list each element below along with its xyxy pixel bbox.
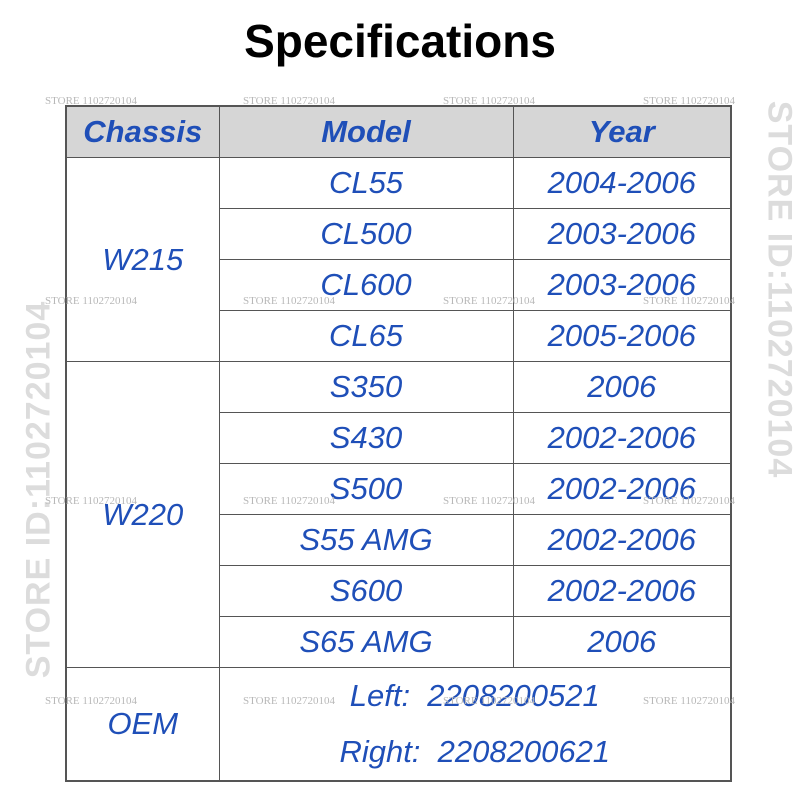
model-cell: S350: [218, 361, 514, 413]
year-cell: 2006: [512, 361, 732, 413]
oem-number: Left: 2208200521: [218, 667, 732, 724]
watermark: STORE 1102720104: [243, 695, 335, 707]
model-cell: CL55: [218, 157, 514, 209]
watermark: STORE 1102720104: [643, 95, 735, 107]
oem-label: OEM: [65, 667, 220, 782]
row: S65 AMG 2006: [66, 616, 732, 668]
model-cell: CL600: [218, 259, 514, 311]
watermark: STORE 1102720104: [243, 295, 335, 307]
model-cell: S430: [218, 412, 514, 464]
row: W220 S350 2006: [65, 361, 732, 668]
header-cell: Model: [218, 105, 514, 158]
oem-number: Right: 2208200621: [218, 724, 732, 781]
year-cell: 2002-2006: [512, 412, 732, 464]
header-cell: Chassis: [65, 105, 220, 158]
model-cell: S65 AMG: [218, 616, 514, 668]
watermark: STORE 1102720104: [443, 95, 535, 107]
header-cell: Year: [512, 105, 732, 158]
model-cell: CL500: [218, 208, 514, 260]
year-cell: 2002-2006: [512, 514, 732, 566]
title: Specifications: [244, 15, 556, 67]
watermark-vertical: STORE ID:1102720104: [760, 100, 799, 479]
watermark: STORE 1102720104: [45, 95, 137, 107]
model-cell: S55 AMG: [218, 514, 514, 566]
chassis-cell: W215: [65, 157, 220, 362]
oem-row: Right: 2208200621: [66, 724, 732, 781]
year-cell: 2002-2006: [512, 463, 732, 515]
year-cell: 2002-2006: [512, 565, 732, 617]
watermark: STORE 1102720104: [643, 695, 735, 707]
header-row: Chassis Model Year: [65, 105, 732, 158]
watermark: STORE 1102720104: [643, 295, 735, 307]
watermark: STORE 1102720104: [443, 295, 535, 307]
watermark: STORE 1102720104: [45, 495, 137, 507]
row: S500 2002-2006: [66, 463, 732, 515]
watermark: STORE 1102720104: [45, 695, 137, 707]
model-cell: S600: [218, 565, 514, 617]
watermark: STORE 1102720104: [45, 295, 137, 307]
row: S600 2002-2006: [66, 565, 732, 617]
year-cell: 2006: [512, 616, 732, 668]
watermark: STORE 1102720104: [443, 695, 535, 707]
watermark: STORE 1102720104: [643, 495, 735, 507]
row: S55 AMG 2002-2006: [66, 514, 732, 566]
spec-table: Chassis Model Year W215 CL55 2004-2006 CL500 20…: [65, 105, 732, 782]
row: W215 CL55 2004-2006: [65, 157, 732, 362]
year-cell: 2003-2006: [512, 208, 732, 260]
watermark: STORE 1102720104: [443, 495, 535, 507]
watermark-vertical: STORE ID:1102720104: [19, 300, 58, 679]
year-cell: 2005-2006: [512, 310, 732, 362]
oem-row: OEM Left: 2208200521: [65, 667, 732, 782]
watermark: STORE 1102720104: [243, 495, 335, 507]
watermark: STORE 1102720104: [243, 95, 335, 107]
model-cell: CL65: [218, 310, 514, 362]
row: CL500 2003-2006: [66, 208, 732, 260]
chassis-cell: W220: [65, 361, 220, 668]
year-cell: 2004-2006: [512, 157, 732, 209]
